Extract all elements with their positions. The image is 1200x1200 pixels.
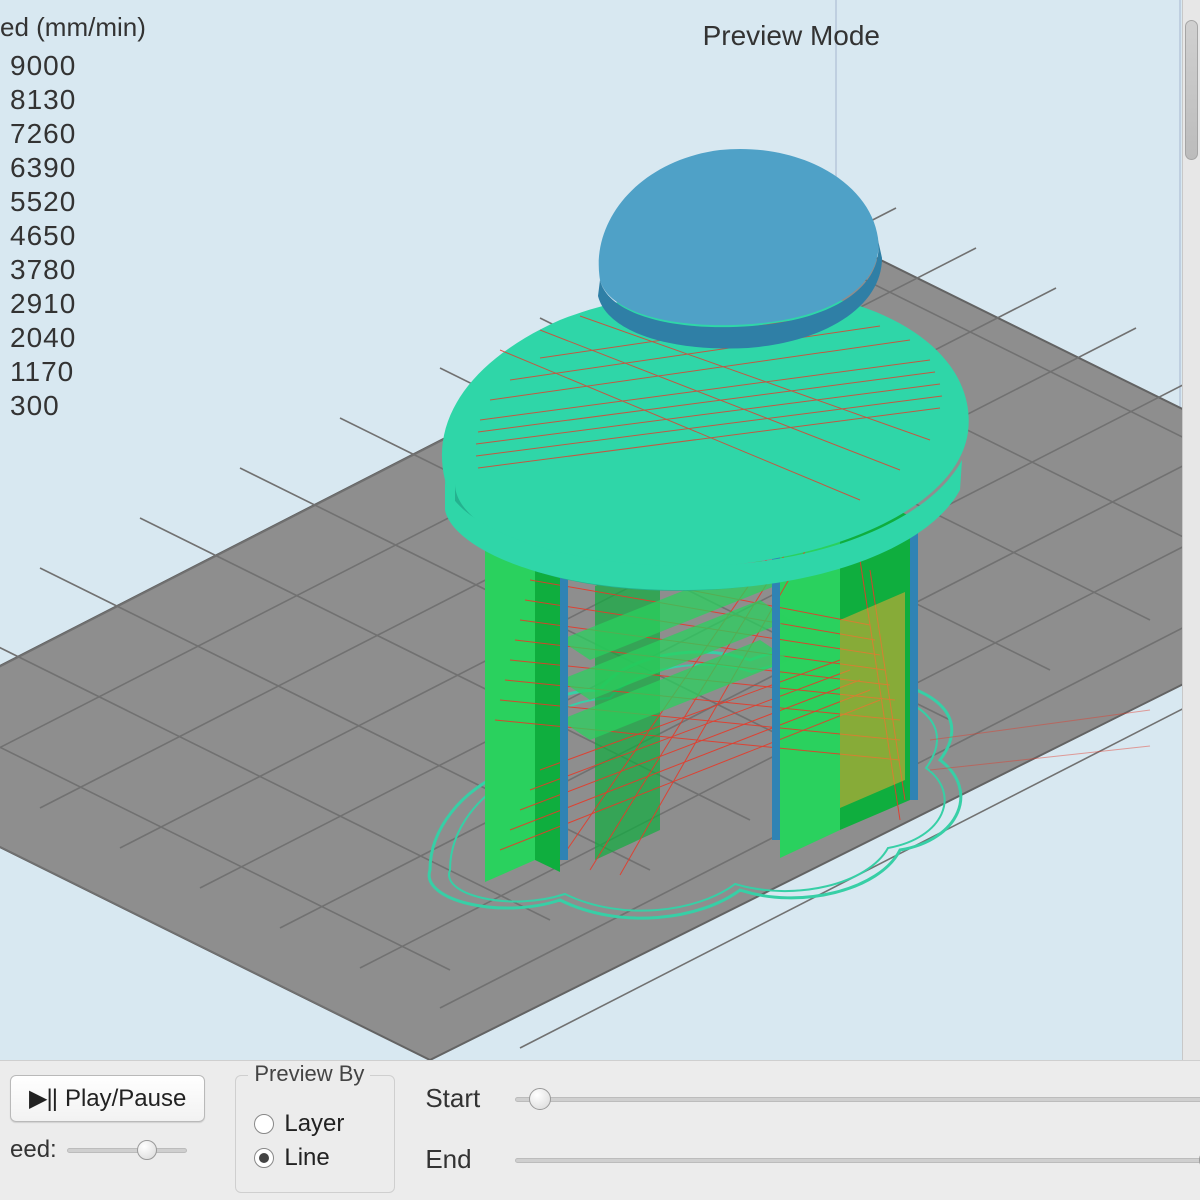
preview-by-group: Preview By Layer Line — [235, 1075, 395, 1193]
legend-value: 1170 — [0, 355, 146, 389]
start-slider-track — [515, 1097, 1200, 1102]
speed-row: eed: — [10, 1136, 205, 1164]
end-row: End — [425, 1144, 1200, 1175]
start-slider[interactable] — [515, 1088, 1200, 1110]
start-slider-knob[interactable] — [529, 1088, 551, 1110]
legend-value: 7260 — [0, 117, 146, 151]
play-column: ▶|| Play/Pause eed: — [10, 1075, 205, 1164]
viewport-scene — [0, 0, 1200, 1060]
start-label: Start — [425, 1083, 495, 1114]
start-row: Start — [425, 1083, 1200, 1114]
speed-slider-knob[interactable] — [137, 1140, 157, 1160]
play-pause-button[interactable]: ▶|| Play/Pause — [10, 1075, 205, 1122]
end-label: End — [425, 1144, 495, 1175]
speed-legend-title: ed (mm/min) — [0, 12, 146, 43]
preview-viewport[interactable]: ed (mm/min) 9000 8130 7260 6390 5520 465… — [0, 0, 1200, 1060]
vertical-scrollbar-thumb[interactable] — [1185, 20, 1198, 160]
speed-legend-list: 9000 8130 7260 6390 5520 4650 3780 2910 … — [0, 49, 146, 423]
end-slider-track — [515, 1158, 1200, 1163]
speed-label: eed: — [10, 1136, 57, 1164]
legend-value: 300 — [0, 389, 146, 423]
legend-value: 2040 — [0, 321, 146, 355]
play-pause-icon: ▶|| — [29, 1084, 57, 1113]
preview-by-line-row[interactable]: Line — [254, 1144, 372, 1172]
play-pause-label: Play/Pause — [65, 1085, 186, 1113]
speed-slider-track — [67, 1148, 187, 1153]
playback-panel: ▶|| Play/Pause eed: Preview By Layer Lin… — [0, 1060, 1200, 1200]
radio-line-label: Line — [284, 1144, 329, 1172]
legend-value: 9000 — [0, 49, 146, 83]
radio-layer[interactable] — [254, 1114, 274, 1134]
range-sliders: Start End — [425, 1075, 1200, 1175]
legend-value: 5520 — [0, 185, 146, 219]
preview-mode-label: Preview Mode — [703, 20, 880, 52]
radio-line[interactable] — [254, 1148, 274, 1168]
speed-slider[interactable] — [67, 1140, 187, 1160]
radio-layer-label: Layer — [284, 1110, 344, 1138]
speed-legend: ed (mm/min) 9000 8130 7260 6390 5520 465… — [0, 12, 146, 423]
legend-value: 3780 — [0, 253, 146, 287]
vertical-scrollbar[interactable] — [1182, 0, 1200, 1060]
legend-value: 4650 — [0, 219, 146, 253]
legend-value: 6390 — [0, 151, 146, 185]
preview-by-layer-row[interactable]: Layer — [254, 1110, 372, 1138]
legend-value: 8130 — [0, 83, 146, 117]
preview-by-title: Preview By — [248, 1061, 370, 1087]
end-slider[interactable] — [515, 1149, 1200, 1171]
legend-value: 2910 — [0, 287, 146, 321]
